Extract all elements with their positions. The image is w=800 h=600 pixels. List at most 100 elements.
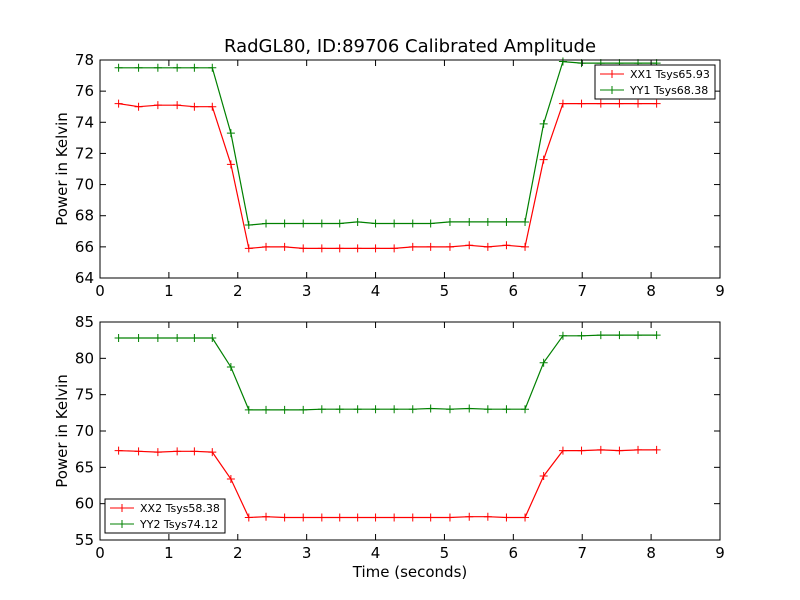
data-point-marker — [317, 405, 326, 414]
x-tick-label: 2 — [233, 544, 243, 562]
data-point-marker — [335, 405, 344, 414]
data-point-marker — [134, 447, 143, 456]
data-point-marker — [465, 512, 474, 521]
data-point-marker — [226, 474, 235, 483]
legend-label-yy2: YY2 Tsys74.12 — [139, 518, 218, 531]
y-tick-label: 80 — [75, 349, 94, 367]
data-point-marker — [208, 63, 217, 72]
x-tick-label: 2 — [233, 282, 243, 300]
data-point-marker — [226, 160, 235, 169]
data-point-marker — [153, 101, 162, 110]
x-axis-label: Time (seconds) — [352, 563, 468, 581]
data-point-marker — [226, 363, 235, 372]
data-point-marker — [244, 221, 253, 230]
data-point-marker — [190, 102, 199, 111]
data-point-marker — [371, 244, 380, 253]
y-tick-label: 85 — [75, 313, 94, 331]
data-point-marker — [596, 331, 605, 340]
data-point-marker — [445, 405, 454, 414]
data-point-marker — [426, 242, 435, 251]
data-point-marker — [299, 513, 308, 522]
series-xx — [114, 445, 661, 522]
legend-entry-yy1: YY1 Tsys68.38 — [600, 84, 708, 97]
legend-marker — [608, 86, 616, 94]
data-point-marker — [114, 63, 123, 72]
data-point-marker — [615, 331, 624, 340]
legend-marker — [118, 504, 126, 512]
series-yy — [114, 331, 661, 414]
data-point-marker — [539, 358, 548, 367]
data-point-marker — [408, 219, 417, 228]
data-point-marker — [521, 513, 530, 522]
x-tick-label: 0 — [95, 282, 105, 300]
data-point-marker — [426, 219, 435, 228]
data-point-marker — [353, 217, 362, 226]
x-tick-label: 1 — [164, 544, 174, 562]
data-point-marker — [244, 244, 253, 253]
x-tick-label: 4 — [371, 282, 381, 300]
data-point-marker — [173, 63, 182, 72]
data-point-marker — [408, 405, 417, 414]
data-point-marker — [371, 405, 380, 414]
data-point-marker — [502, 217, 511, 226]
data-point-marker — [634, 445, 643, 454]
x-tick-label: 8 — [646, 544, 656, 562]
data-point-marker — [299, 219, 308, 228]
data-point-marker — [634, 99, 643, 108]
data-point-marker — [521, 405, 530, 414]
data-point-marker — [445, 242, 454, 251]
x-tick-label: 3 — [302, 544, 312, 562]
data-point-marker — [208, 333, 217, 342]
data-point-marker — [465, 217, 474, 226]
data-point-marker — [483, 512, 492, 521]
data-point-marker — [371, 219, 380, 228]
data-point-marker — [299, 244, 308, 253]
data-point-marker — [173, 101, 182, 110]
data-point-marker — [190, 333, 199, 342]
data-point-marker — [317, 244, 326, 253]
data-point-marker — [153, 448, 162, 457]
y-tick-label: 66 — [75, 238, 94, 256]
data-point-marker — [408, 513, 417, 522]
data-point-marker — [190, 447, 199, 456]
data-point-marker — [353, 513, 362, 522]
data-point-marker — [596, 445, 605, 454]
data-point-marker — [317, 219, 326, 228]
data-point-marker — [280, 219, 289, 228]
x-tick-label: 5 — [440, 544, 450, 562]
data-point-marker — [652, 99, 661, 108]
data-point-marker — [390, 219, 399, 228]
legend-marker — [608, 70, 616, 78]
data-point-marker — [262, 219, 271, 228]
legend-entry-xx1: XX1 Tsys65.93 — [600, 68, 710, 81]
data-point-marker — [280, 513, 289, 522]
top-panel: RadGL80, ID:89706 Calibrated Amplitude 0… — [53, 36, 725, 300]
data-point-marker — [577, 446, 586, 455]
y-tick-label: 78 — [75, 51, 94, 69]
data-point-marker — [539, 155, 548, 164]
y-tick-label: 75 — [75, 386, 94, 404]
data-point-marker — [280, 405, 289, 414]
x-tick-label: 9 — [715, 282, 725, 300]
data-point-marker — [521, 217, 530, 226]
bottom-legend-box — [104, 498, 226, 534]
data-point-marker — [114, 446, 123, 455]
data-point-marker — [280, 242, 289, 251]
data-point-marker — [652, 445, 661, 454]
data-point-marker — [244, 405, 253, 414]
top-legend: XX1 Tsys65.93 YY1 Tsys68.38 — [594, 64, 716, 100]
data-point-marker — [390, 513, 399, 522]
data-point-marker — [502, 513, 511, 522]
data-point-marker — [262, 512, 271, 521]
legend-label-xx1: XX1 Tsys65.93 — [630, 68, 710, 81]
data-point-marker — [114, 99, 123, 108]
legend-label-yy1: YY1 Tsys68.38 — [629, 84, 708, 97]
data-point-marker — [208, 102, 217, 111]
data-point-marker — [134, 333, 143, 342]
data-point-marker — [426, 404, 435, 413]
legend-entry-yy2: YY2 Tsys74.12 — [110, 518, 218, 531]
data-point-marker — [244, 513, 253, 522]
data-point-marker — [353, 405, 362, 414]
y-tick-label: 72 — [75, 144, 94, 162]
x-tick-label: 9 — [715, 544, 725, 562]
